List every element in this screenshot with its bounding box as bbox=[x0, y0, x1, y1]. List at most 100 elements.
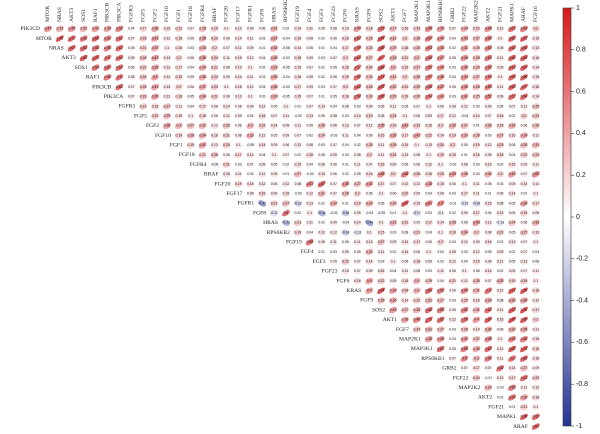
correlation-value: 0.11 bbox=[497, 85, 503, 89]
column-label: NRAS bbox=[57, 7, 63, 22]
correlation-value: 0.43 bbox=[461, 36, 468, 40]
correlation-value: 0.09 bbox=[366, 104, 373, 108]
correlation-value: 0.12 bbox=[485, 143, 492, 147]
cell bbox=[198, 64, 207, 71]
correlation-value: 0.19 bbox=[509, 279, 516, 283]
correlation-value: 0.69 bbox=[378, 46, 385, 50]
correlation-value: 0.59 bbox=[92, 66, 99, 70]
correlation-ellipse bbox=[234, 54, 243, 62]
correlation-value: 0.31 bbox=[473, 289, 480, 293]
correlation-value: 0.71 bbox=[68, 36, 75, 40]
correlation-value: 0.18 bbox=[199, 114, 206, 118]
correlation-value: 0.13 bbox=[509, 240, 516, 244]
cell bbox=[472, 54, 481, 62]
correlation-ellipse bbox=[400, 35, 409, 42]
correlation-ellipse bbox=[91, 25, 100, 33]
correlation-value: 0.51 bbox=[533, 172, 540, 176]
correlation-value: 0.27 bbox=[414, 66, 421, 70]
cell bbox=[353, 25, 362, 33]
correlation-value: -0.03 bbox=[282, 56, 290, 60]
correlation-ellipse bbox=[198, 54, 207, 62]
cell bbox=[305, 35, 314, 42]
correlation-value: 0.21 bbox=[223, 133, 230, 137]
correlation-ellipse bbox=[174, 35, 183, 42]
cell bbox=[424, 35, 433, 42]
correlation-value: 0.21 bbox=[176, 27, 183, 31]
correlation-value: 0.02 bbox=[354, 143, 361, 147]
correlation-value: 0.24 bbox=[402, 289, 409, 293]
correlation-ellipse bbox=[67, 45, 76, 52]
correlation-value: 0.5 bbox=[462, 357, 467, 361]
correlation-value: 0.18 bbox=[449, 230, 456, 234]
row-label: FGF2 bbox=[146, 123, 159, 129]
correlation-value: 0.31 bbox=[473, 308, 480, 312]
correlation-value: 0.12 bbox=[259, 104, 266, 108]
cell bbox=[151, 64, 160, 71]
colorbar-tick-label: 0 bbox=[576, 214, 580, 221]
correlation-value: 0.03 bbox=[425, 269, 432, 273]
correlation-value: 0.09 bbox=[461, 211, 468, 215]
correlation-ellipse bbox=[127, 44, 136, 52]
row-label: AKT1 bbox=[383, 317, 397, 323]
correlation-value: 0.08 bbox=[128, 75, 135, 79]
correlation-value: 0.06 bbox=[223, 153, 230, 157]
cell bbox=[127, 64, 136, 71]
correlation-value: 0.3 bbox=[474, 357, 479, 361]
correlation-value: 0.07 bbox=[128, 85, 135, 89]
correlation-value: 0.36 bbox=[199, 75, 206, 79]
column-label: RPS6KB1 bbox=[438, 0, 444, 22]
correlation-ellipse bbox=[329, 54, 338, 62]
correlation-value: 0.15 bbox=[295, 163, 302, 167]
cell bbox=[281, 64, 290, 71]
cell bbox=[317, 64, 326, 71]
cell bbox=[317, 35, 326, 42]
correlation-value: 0.61 bbox=[354, 75, 361, 79]
correlation-value: 0.12 bbox=[461, 279, 468, 283]
correlation-value: 0.24 bbox=[140, 75, 147, 79]
correlation-value: 0.26 bbox=[366, 85, 373, 89]
correlation-value: 0.11 bbox=[378, 250, 384, 254]
cell bbox=[151, 35, 160, 42]
colorbar-tick-label: -1 bbox=[576, 423, 582, 430]
correlation-value: 0.26 bbox=[140, 56, 147, 60]
correlation-value: 0.05 bbox=[485, 250, 492, 254]
correlation-value: 0.04 bbox=[354, 133, 361, 137]
correlation-value: 0.14 bbox=[366, 260, 373, 264]
cell bbox=[91, 45, 100, 52]
cell bbox=[162, 45, 171, 52]
correlation-value: 0.2 bbox=[522, 114, 527, 118]
correlation-value: 0.06 bbox=[414, 163, 421, 167]
cell bbox=[270, 45, 279, 52]
row-label: FGF22 bbox=[453, 375, 469, 381]
correlation-value: 0.23 bbox=[211, 85, 218, 89]
correlation-value: 0.17 bbox=[473, 366, 480, 370]
row-label: FGF4 bbox=[301, 249, 314, 255]
cell bbox=[55, 25, 64, 33]
correlation-ellipse bbox=[305, 54, 314, 62]
correlation-value: 0.14 bbox=[235, 75, 242, 79]
correlation-value: 0.28 bbox=[199, 27, 206, 31]
correlation-ellipse bbox=[151, 35, 160, 42]
row-label: MTOR bbox=[36, 36, 52, 42]
correlation-value: 0.28 bbox=[414, 36, 421, 40]
correlation-value: 0.27 bbox=[521, 230, 528, 234]
row-label: HRAS bbox=[263, 220, 278, 226]
correlation-ellipse bbox=[270, 54, 279, 62]
correlation-value: 0.25 bbox=[366, 36, 373, 40]
correlation-value: 0.45 bbox=[461, 56, 468, 60]
correlation-ellipse bbox=[162, 45, 171, 52]
correlation-ellipse bbox=[305, 64, 314, 71]
correlation-value: 0.17 bbox=[140, 27, 147, 31]
correlation-value: 0.6 bbox=[510, 357, 515, 361]
column-label: AKT1 bbox=[390, 8, 396, 22]
cell bbox=[531, 54, 540, 62]
correlation-value: 0.33 bbox=[366, 201, 373, 205]
cell bbox=[424, 25, 433, 33]
correlation-ellipse bbox=[234, 35, 243, 42]
correlation-ellipse bbox=[448, 44, 457, 52]
correlation-ellipse bbox=[139, 54, 148, 62]
correlation-ellipse bbox=[258, 64, 267, 71]
correlation-ellipse bbox=[496, 35, 505, 42]
correlation-value: 0.06 bbox=[461, 221, 468, 225]
row-label: FGFR1 bbox=[237, 201, 254, 207]
